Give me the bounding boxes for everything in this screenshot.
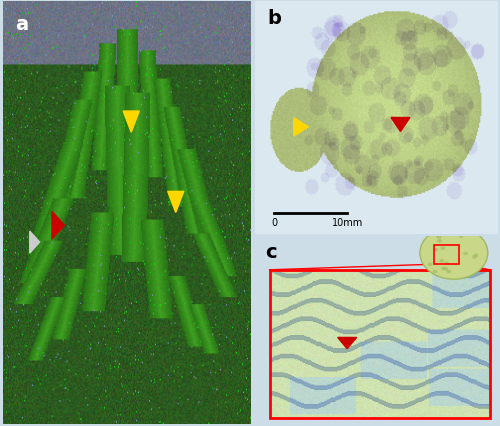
Text: a: a xyxy=(15,15,28,34)
Polygon shape xyxy=(30,232,40,253)
Ellipse shape xyxy=(436,236,442,239)
Ellipse shape xyxy=(440,247,445,250)
Text: 10mm: 10mm xyxy=(332,217,363,227)
Ellipse shape xyxy=(472,256,477,259)
Ellipse shape xyxy=(444,267,448,271)
Bar xyxy=(270,270,490,418)
Ellipse shape xyxy=(464,252,468,256)
Text: b: b xyxy=(267,9,281,28)
Ellipse shape xyxy=(474,254,478,258)
Polygon shape xyxy=(52,212,64,239)
Polygon shape xyxy=(123,112,139,133)
Text: 0: 0 xyxy=(272,217,278,227)
Ellipse shape xyxy=(437,239,442,243)
Polygon shape xyxy=(391,118,410,132)
Ellipse shape xyxy=(446,270,451,274)
Ellipse shape xyxy=(441,267,446,271)
Ellipse shape xyxy=(444,262,449,265)
Polygon shape xyxy=(168,192,184,213)
Ellipse shape xyxy=(434,248,438,252)
Ellipse shape xyxy=(420,227,488,279)
Ellipse shape xyxy=(440,259,444,263)
Ellipse shape xyxy=(428,263,432,267)
Polygon shape xyxy=(294,118,308,137)
Ellipse shape xyxy=(432,270,438,274)
Polygon shape xyxy=(338,338,356,349)
Text: c: c xyxy=(264,242,276,261)
Ellipse shape xyxy=(458,235,464,239)
Bar xyxy=(434,246,458,265)
